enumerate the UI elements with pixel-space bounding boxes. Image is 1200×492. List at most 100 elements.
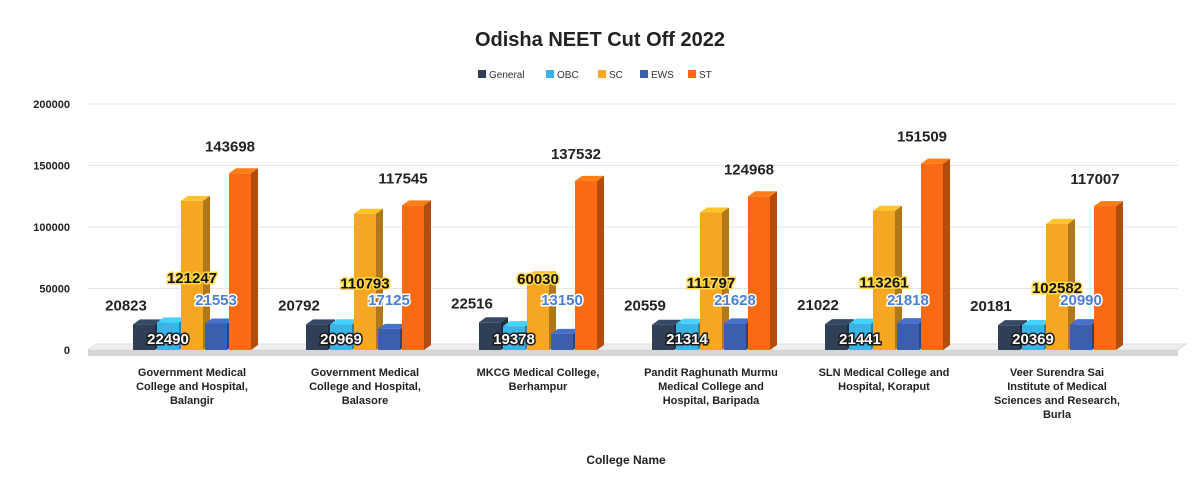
data-label-ews: 21818 bbox=[887, 292, 929, 309]
bar-top bbox=[748, 191, 777, 197]
bars bbox=[133, 158, 1123, 350]
data-label-ews: 17125 bbox=[368, 292, 410, 309]
data-label-sc: 113261 bbox=[859, 274, 908, 291]
bar-top bbox=[1022, 319, 1051, 325]
bar-st bbox=[1094, 201, 1123, 350]
y-tick-label: 100000 bbox=[33, 222, 70, 234]
bar-top bbox=[229, 168, 258, 174]
bar-st bbox=[575, 175, 604, 350]
category-label: Government Medical College and Hospital, B… bbox=[309, 367, 421, 407]
data-label-ews: 21553 bbox=[195, 292, 237, 309]
bar-front bbox=[402, 205, 424, 350]
data-label-sc: 60030 bbox=[517, 271, 559, 288]
bar-top bbox=[652, 319, 681, 325]
data-label-general: 22516 bbox=[451, 295, 493, 312]
bar-st bbox=[229, 168, 258, 350]
data-label-ews: 21628 bbox=[714, 292, 756, 309]
category-label-line: Government Medical bbox=[138, 367, 246, 379]
data-label-general: 20792 bbox=[278, 297, 320, 314]
bar-side bbox=[251, 168, 258, 350]
data-label-obc: 20369 bbox=[1012, 331, 1054, 348]
bar-general bbox=[133, 319, 162, 350]
bar-front bbox=[181, 200, 203, 350]
x-axis-categories: Government Medical College and Hospital, B… bbox=[136, 367, 1120, 421]
bar-front bbox=[724, 323, 746, 350]
category-label-line: Medical College and bbox=[658, 381, 764, 393]
bar-top bbox=[402, 200, 431, 206]
bar-front bbox=[330, 324, 352, 350]
category-label-line: Government Medical bbox=[311, 367, 419, 379]
bar-top bbox=[527, 271, 556, 277]
bar-front bbox=[133, 324, 155, 350]
bar-front bbox=[378, 328, 400, 350]
bar-side bbox=[597, 175, 604, 350]
bar-sc bbox=[873, 205, 902, 350]
data-label-general: 21022 bbox=[797, 297, 839, 314]
floor-front bbox=[88, 350, 1178, 356]
data-label-st: 117545 bbox=[378, 170, 427, 187]
category-label-line: Hospital, Baripada bbox=[663, 395, 760, 407]
category-label-line: Sciences and Research, bbox=[994, 395, 1120, 407]
bar-top bbox=[921, 158, 950, 164]
bar-top bbox=[849, 318, 878, 324]
legend-label-ews: EWS bbox=[651, 70, 674, 81]
category-label: Government Medical College and Hospital, B… bbox=[136, 367, 248, 407]
category-label-line: Hospital, Koraput bbox=[838, 381, 930, 393]
bar-sc bbox=[527, 271, 556, 350]
bar-top bbox=[205, 318, 234, 324]
category-label: MKCG Medical College, Berhampur bbox=[477, 367, 600, 393]
bar-top bbox=[551, 328, 580, 334]
bar-top bbox=[157, 317, 186, 323]
data-label-st: 117007 bbox=[1070, 171, 1119, 188]
legend-swatch-ews bbox=[640, 70, 648, 78]
category-label-line: Institute of Medical bbox=[1007, 381, 1107, 393]
y-tick-label: 50000 bbox=[39, 284, 70, 296]
category-label-line: Berhampur bbox=[509, 381, 568, 393]
bar-side bbox=[895, 205, 902, 350]
y-tick-label: 0 bbox=[64, 345, 70, 357]
bar-sc bbox=[700, 207, 729, 350]
bar-front bbox=[998, 325, 1020, 350]
legend-swatch-obc bbox=[546, 70, 554, 78]
bar-front bbox=[1070, 324, 1092, 350]
data-label-obc: 19378 bbox=[493, 331, 535, 348]
data-label-sc: 102582 bbox=[1032, 280, 1082, 297]
legend-swatch-general bbox=[478, 70, 486, 78]
bar-front bbox=[825, 324, 847, 350]
bar-side bbox=[943, 158, 950, 350]
bar-front bbox=[503, 326, 525, 350]
x-axis-title: College Name bbox=[586, 453, 666, 467]
category-label-line: College and Hospital, bbox=[136, 381, 248, 393]
bar-front bbox=[676, 323, 698, 350]
legend-swatch-sc bbox=[598, 70, 606, 78]
bar-top bbox=[897, 318, 926, 324]
bar-front bbox=[1046, 223, 1068, 350]
bar-top bbox=[133, 319, 162, 325]
data-label-st: 124968 bbox=[724, 161, 774, 178]
bar-side bbox=[1068, 218, 1075, 350]
bar-top bbox=[825, 319, 854, 325]
bar-side bbox=[376, 208, 383, 350]
category-label: SLN Medical College and Hospital, Koraput bbox=[819, 367, 950, 393]
category-label-line: College and Hospital, bbox=[309, 381, 421, 393]
bar-st bbox=[921, 158, 950, 350]
data-label-st: 143698 bbox=[205, 138, 255, 155]
data-labels: 20823 20792 22516 20559 21022 20181 22490 20969… bbox=[105, 129, 1119, 350]
bar-front bbox=[849, 323, 871, 350]
bar-top bbox=[1070, 319, 1099, 325]
bar-side bbox=[722, 207, 729, 350]
bar-sc bbox=[354, 208, 383, 350]
data-label-st: 151509 bbox=[897, 129, 947, 146]
bar-side bbox=[770, 191, 777, 350]
bar-sc bbox=[1046, 218, 1075, 350]
bar-front bbox=[527, 276, 549, 350]
legend: General OBC SC EWS ST bbox=[478, 70, 712, 81]
bar-side bbox=[1116, 201, 1123, 350]
bar-top bbox=[306, 319, 335, 325]
legend-label-sc: SC bbox=[609, 70, 623, 81]
bar-front bbox=[652, 324, 674, 350]
bar-top bbox=[181, 195, 210, 201]
y-tick-label: 150000 bbox=[33, 161, 70, 173]
category-label-line: Pandit Raghunath Murmu bbox=[644, 367, 778, 379]
